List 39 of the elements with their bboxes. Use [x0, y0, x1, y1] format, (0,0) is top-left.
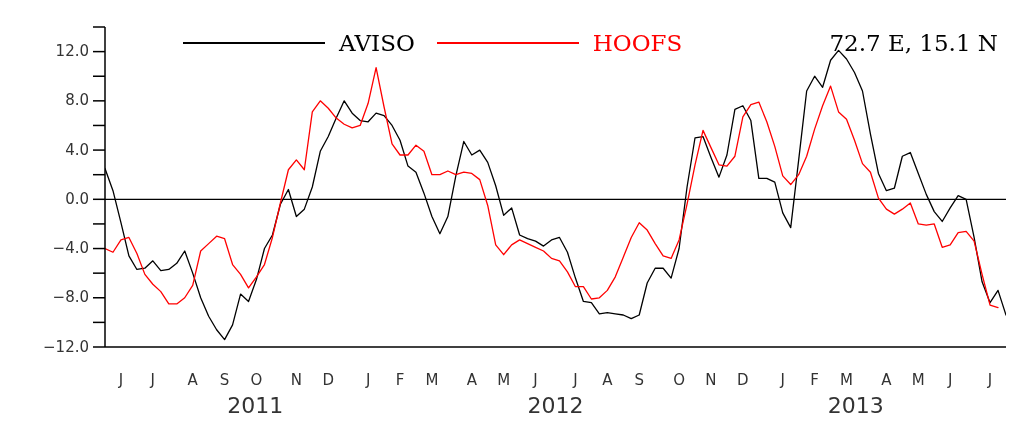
- x-tick-label: J: [364, 370, 371, 389]
- y-tick-label: −8.0: [52, 288, 89, 307]
- x-tick-label: J: [986, 370, 993, 389]
- x-tick-label: N: [290, 370, 302, 389]
- chart-title: 72.7 E, 15.1 N: [829, 30, 998, 56]
- text: HOOFS: [592, 30, 683, 56]
- x-tick-label: F: [395, 370, 405, 389]
- x-tick-label: J: [117, 370, 124, 389]
- text: 2012: [526, 393, 585, 418]
- x-tick-label: J: [779, 370, 785, 389]
- series-label: AVISO: [339, 30, 415, 56]
- y-tick-label: 0.0: [65, 189, 89, 208]
- x-tick-label: O: [250, 370, 263, 389]
- x-tick-label: D: [737, 370, 749, 389]
- x-tick-label: J: [532, 370, 538, 389]
- y-tick-label: −4.0: [52, 239, 89, 258]
- text: 2013: [826, 393, 885, 418]
- x-tick-label: M: [840, 370, 854, 389]
- y-tick-label: 12.0: [55, 42, 89, 61]
- x-tick-label: S: [634, 370, 644, 389]
- x-tick-label: J: [149, 370, 156, 389]
- x-tick-label: M: [911, 370, 925, 389]
- x-tick-label: F: [810, 370, 819, 389]
- x-tick-label: A: [881, 370, 893, 389]
- x-tick-label: A: [187, 370, 199, 389]
- y-tick-label: 8.0: [65, 91, 89, 110]
- x-tick-label: J: [572, 370, 578, 389]
- x-tick-label: S: [219, 370, 230, 389]
- x-tick-label: A: [602, 370, 614, 389]
- x-tick-label: M: [425, 370, 439, 389]
- x-tick-label: N: [705, 370, 717, 389]
- y-tick-label: 4.0: [65, 140, 89, 159]
- x-tick-label: D: [322, 370, 335, 389]
- x-tick-label: M: [497, 370, 511, 389]
- x-tick-label: J: [946, 370, 953, 389]
- x-tick-label: O: [673, 370, 685, 389]
- y-tick-label: −12.0: [43, 337, 89, 356]
- text: 2011: [226, 393, 285, 418]
- x-tick-label: A: [466, 370, 478, 389]
